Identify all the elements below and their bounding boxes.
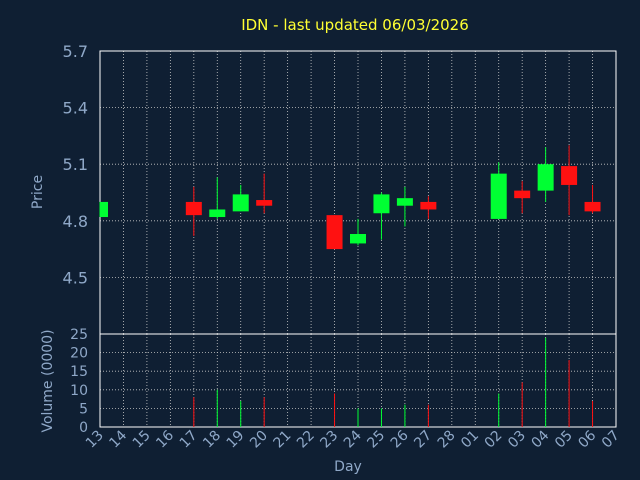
x-tick-label: 15 — [130, 428, 154, 452]
x-tick-label: 23 — [317, 428, 341, 452]
volume-tick-label: 5 — [79, 401, 88, 417]
candle-body-04 — [537, 164, 554, 191]
price-tick-label: 5.7 — [63, 42, 88, 61]
x-tick-label: 05 — [552, 428, 576, 452]
candle-body-02 — [490, 173, 507, 219]
x-tick-label: 24 — [341, 427, 365, 451]
volume-axis-label: Volume (0000) — [40, 329, 56, 432]
x-tick-label: 21 — [271, 428, 295, 452]
volume-bars — [193, 337, 594, 427]
price-tick-label: 4.8 — [63, 212, 88, 231]
x-tick-label: 26 — [388, 427, 412, 451]
candle-body-18 — [209, 209, 226, 218]
x-tick-label: 28 — [435, 428, 459, 452]
candle-body-25 — [373, 194, 390, 214]
volume-tick-label: 15 — [70, 364, 88, 380]
x-tick-label: 02 — [482, 428, 506, 452]
volume-tick-label: 0 — [79, 420, 88, 436]
price-candles — [99, 145, 601, 250]
volume-y-ticks: 25 20 15 10 5 0 — [70, 327, 88, 436]
price-grid — [99, 50, 617, 335]
chart-title: IDN - last updated 06/03/2026 — [241, 16, 469, 34]
candle-body-24 — [350, 234, 366, 244]
price-tick-label: 5.4 — [63, 99, 88, 118]
candle-body-19 — [232, 194, 249, 212]
candle-body-13 — [100, 201, 108, 218]
price-y-ticks: 5.7 5.4 5.1 4.8 4.5 — [63, 42, 88, 287]
x-tick-label: 04 — [529, 427, 553, 451]
x-tick-label: 18 — [200, 428, 224, 452]
x-tick-label: 27 — [411, 428, 435, 452]
x-axis-label: Day — [334, 459, 362, 475]
candle-body-26 — [396, 198, 413, 206]
candle-body-05 — [561, 166, 578, 185]
price-axis-label: Price — [30, 175, 46, 209]
x-tick-label: 19 — [224, 428, 248, 452]
x-tick-label: 22 — [294, 428, 318, 452]
candle-body-27 — [420, 201, 437, 210]
x-tick-label: 20 — [247, 428, 271, 452]
volume-tick-label: 20 — [70, 346, 88, 362]
candle-body-23 — [326, 215, 343, 250]
volume-tick-label: 25 — [70, 327, 88, 343]
candle-body-03 — [514, 190, 531, 199]
candle-body-06 — [584, 201, 601, 212]
candle-body-20 — [256, 200, 273, 206]
x-tick-label: 01 — [458, 428, 482, 452]
price-tick-label: 4.5 — [63, 268, 88, 287]
x-tick-label: 07 — [599, 428, 623, 452]
x-tick-label: 16 — [153, 427, 177, 451]
price-tick-label: 5.1 — [63, 155, 88, 174]
x-tick-label: 25 — [364, 428, 388, 452]
x-tick-label: 03 — [505, 428, 529, 452]
volume-tick-label: 10 — [70, 383, 88, 399]
x-ticks: 13 14 15 16 17 18 19 20 21 22 23 24 25 26 27 28 01 02 03 04… — [83, 427, 623, 451]
candle-body-17 — [185, 201, 202, 216]
x-tick-label: 14 — [106, 427, 130, 451]
x-tick-label: 17 — [177, 428, 201, 452]
x-tick-label: 06 — [575, 427, 599, 451]
